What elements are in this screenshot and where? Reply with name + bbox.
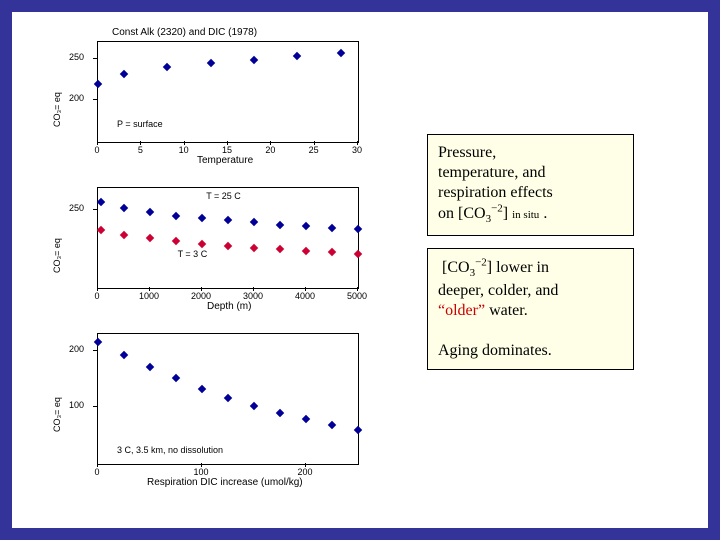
charts-main-title: Const Alk (2320) and DIC (1978) <box>112 27 257 38</box>
data-point <box>250 218 258 226</box>
data-point <box>250 402 258 410</box>
x-tick-label: 30 <box>352 145 362 155</box>
data-point <box>146 234 154 242</box>
chart-depth <box>97 187 359 289</box>
data-point <box>354 426 362 434</box>
data-point <box>96 226 104 234</box>
y-tick-label: 200 <box>69 344 84 354</box>
data-point <box>224 242 232 250</box>
data-point <box>146 208 154 216</box>
data-point <box>336 49 344 57</box>
y-tick-label: 250 <box>69 203 84 213</box>
x-tick-label: 10 <box>179 145 189 155</box>
x-tick-label: 0 <box>95 467 100 477</box>
x-tick-label: 1000 <box>139 291 159 301</box>
data-point <box>198 385 206 393</box>
x-tick-label: 2000 <box>191 291 211 301</box>
x-tick-label: 3000 <box>243 291 263 301</box>
note2-line2: deeper, colder, and <box>438 282 558 299</box>
data-point <box>96 198 104 206</box>
chart1-xlabel: Temperature <box>197 155 253 166</box>
data-point <box>224 216 232 224</box>
x-tick-label: 5 <box>138 145 143 155</box>
x-tick-label: 25 <box>309 145 319 155</box>
note2-line5: Aging dominates. <box>438 342 552 359</box>
data-point <box>302 222 310 230</box>
y-tick-label: 250 <box>69 52 84 62</box>
data-point <box>354 225 362 233</box>
y-tick <box>93 406 97 407</box>
data-point <box>94 79 102 87</box>
data-point <box>224 394 232 402</box>
y-tick <box>93 99 97 100</box>
data-point <box>146 363 154 371</box>
data-point <box>172 374 180 382</box>
chart2-xlabel: Depth (m) <box>207 301 251 312</box>
note-box-effects: Pressure, temperature, and respiration e… <box>427 134 634 236</box>
x-tick-label: 0 <box>95 291 100 301</box>
data-point <box>302 247 310 255</box>
data-point <box>94 338 102 346</box>
data-point <box>120 69 128 77</box>
data-point <box>302 415 310 423</box>
note1-line1: Pressure, <box>438 144 496 161</box>
y-tick <box>93 209 97 210</box>
chart3-ylabel: CO₃= eq <box>52 372 62 432</box>
note2-line3: “older” water. <box>438 302 528 319</box>
chart3-xlabel: Respiration DIC increase (umol/kg) <box>147 477 303 488</box>
data-point <box>172 237 180 245</box>
data-point <box>206 59 214 67</box>
note1-line4: on [CO3−2] in situ . <box>438 205 547 222</box>
x-tick-label: 0 <box>95 145 100 155</box>
note-box-summary: [CO3−2] lower in deeper, colder, and “ol… <box>427 248 634 370</box>
y-tick <box>93 350 97 351</box>
charts-column: Const Alk (2320) and DIC (1978) CO₃= eq … <box>32 27 392 517</box>
note1-line3: respiration effects <box>438 184 553 201</box>
data-point <box>328 248 336 256</box>
data-point <box>250 244 258 252</box>
chart3-annotation: 3 C, 3.5 km, no dissolution <box>117 445 223 455</box>
data-point <box>198 214 206 222</box>
chart-annotation: T = 3 C <box>178 249 208 259</box>
data-point <box>198 239 206 247</box>
data-point <box>120 204 128 212</box>
x-tick-label: 20 <box>265 145 275 155</box>
chart2-ylabel: CO₃= eq <box>52 213 62 273</box>
x-tick-label: 100 <box>194 467 209 477</box>
data-point <box>120 351 128 359</box>
y-tick <box>93 58 97 59</box>
note2-line1: [CO3−2] lower in <box>438 259 549 276</box>
chart1-annotation: P = surface <box>117 119 163 129</box>
x-tick-label: 15 <box>222 145 232 155</box>
data-point <box>276 220 284 228</box>
data-point <box>293 52 301 60</box>
data-point <box>250 55 258 63</box>
chart1-ylabel: CO₃= eq <box>52 67 62 127</box>
data-point <box>172 212 180 220</box>
slide-frame: Const Alk (2320) and DIC (1978) CO₃= eq … <box>10 10 710 530</box>
data-point <box>354 249 362 257</box>
x-tick-label: 5000 <box>347 291 367 301</box>
note1-line2: temperature, and <box>438 164 546 181</box>
data-point <box>328 421 336 429</box>
data-point <box>276 245 284 253</box>
x-tick-label: 4000 <box>295 291 315 301</box>
data-point <box>276 408 284 416</box>
data-point <box>328 224 336 232</box>
data-point <box>163 63 171 71</box>
chart-annotation: T = 25 C <box>206 191 241 201</box>
y-tick-label: 100 <box>69 400 84 410</box>
y-tick-label: 200 <box>69 93 84 103</box>
x-tick-label: 200 <box>298 467 313 477</box>
data-point <box>120 230 128 238</box>
